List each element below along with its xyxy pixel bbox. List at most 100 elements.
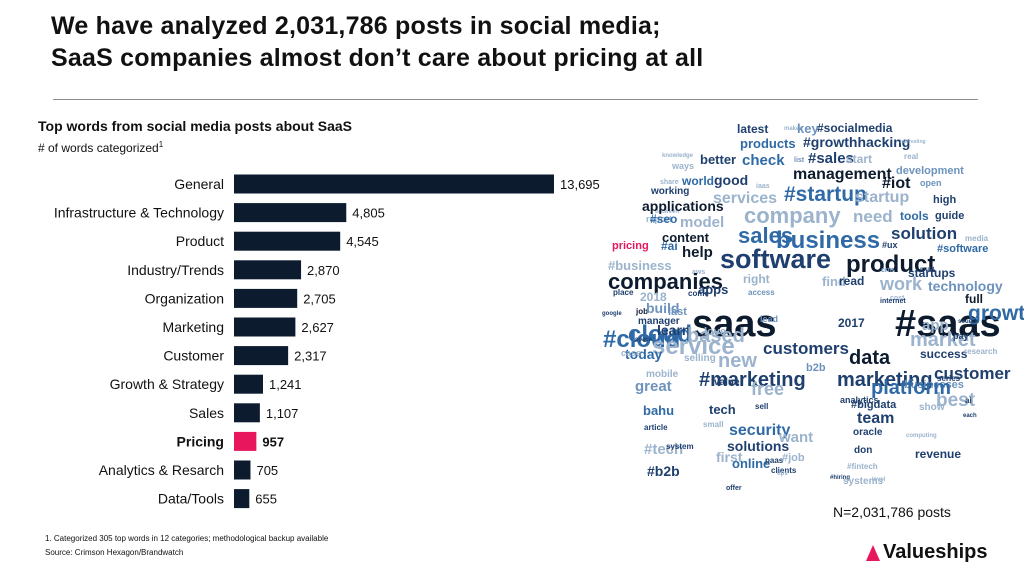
source-note: Source: Crimson Hexagon/Brandwatch: [45, 548, 184, 557]
word-cloud-word: services: [713, 190, 778, 207]
category-label: Industry/Trends: [127, 262, 224, 278]
value-label: 4,805: [352, 206, 385, 221]
word-cloud-word: #cloud: [603, 326, 681, 353]
word-cloud-word: real: [904, 152, 919, 161]
bar: [234, 260, 302, 280]
word-cloud-word: help: [682, 244, 713, 261]
word-cloud-word: solution: [891, 224, 958, 243]
word-cloud-word: key: [797, 121, 819, 136]
footnote: 1. Categorized 305 top words in 12 categ…: [45, 534, 329, 543]
category-label: Pricing: [177, 433, 224, 449]
bar: [234, 203, 347, 223]
word-cloud-word-pricing: pricing: [612, 240, 649, 252]
word-cloud-word: job: [636, 307, 648, 316]
word-cloud-word: #seo: [650, 212, 678, 226]
word-cloud-word: customers: [763, 339, 849, 358]
word-cloud-word: world: [682, 174, 714, 188]
word-cloud-word: #saas: [895, 303, 1001, 345]
word-cloud-word: come: [688, 289, 709, 298]
page-title: We have analyzed 2,031,786 posts in soci…: [51, 10, 703, 74]
bar: [234, 489, 250, 509]
word-cloud-word: case: [621, 348, 642, 358]
word-cloud-word: today: [625, 346, 663, 362]
word-cloud-word: #ux: [882, 240, 898, 250]
word-cloud-word: online: [732, 456, 771, 471]
valueships-logo: Valueships: [866, 541, 988, 564]
word-cloud-word: #iot: [882, 175, 911, 192]
word-cloud-word: best: [936, 390, 976, 411]
word-cloud-word: new: [718, 350, 757, 372]
word-cloud-word: ways: [672, 161, 695, 171]
word-cloud-word: don: [854, 445, 873, 456]
word-cloud-word: system: [666, 442, 694, 451]
word-cloud-word: paas: [765, 456, 784, 465]
word-cloud-word: between: [655, 209, 680, 215]
word-cloud-word: products: [740, 136, 796, 151]
word-cloud-word: must: [920, 267, 935, 273]
word-cloud-word: good: [714, 172, 749, 188]
word-cloud-word: systems: [843, 476, 884, 487]
word-cloud-word: open: [920, 178, 942, 188]
word-cloud-word: pay: [953, 331, 969, 341]
word-cloud-word: business: [776, 227, 881, 254]
word-cloud-word: #startup: [784, 183, 867, 206]
word-cloud-word: free: [751, 379, 785, 399]
unit-label-text: # of words categorized: [38, 141, 159, 155]
word-cloud-word: startup: [855, 189, 910, 206]
logo-text: Valueships: [883, 541, 988, 563]
value-label: 655: [255, 492, 277, 507]
word-cloud-word: need: [853, 207, 893, 226]
title-divider: [53, 99, 978, 100]
bar: [234, 174, 554, 194]
title-line-2: SaaS companies almost don’t care about p…: [51, 44, 704, 72]
word-cloud-word: great: [635, 378, 672, 395]
word-cloud-word: solutions: [727, 438, 790, 454]
word-cloud-word: #software: [937, 243, 989, 255]
category-label: Customer: [163, 348, 224, 364]
word-cloud-word: companies: [608, 269, 723, 294]
footnote-marker: 1: [158, 140, 164, 149]
word-cloud-word: space: [635, 337, 653, 343]
value-label: 1,107: [266, 406, 299, 421]
word-cloud-word: aws: [692, 269, 706, 276]
word-cloud-word: platform: [871, 377, 951, 399]
word-cloud-word: media: [965, 234, 989, 243]
word-cloud-word: research: [964, 347, 998, 356]
word-cloud-word: product: [846, 251, 936, 278]
word-cloud-word: latest: [737, 122, 769, 136]
word-cloud-word: start: [846, 152, 873, 166]
unit-label: # of words categorized1: [38, 140, 163, 155]
word-cloud-word: #business: [608, 258, 672, 273]
word-cloud-word: security: [729, 422, 791, 439]
word-cloud-word: success: [920, 347, 968, 361]
word-cloud-word: want: [779, 429, 814, 446]
chart-title: Top words from social media posts about …: [38, 118, 353, 134]
category-label: Organization: [145, 290, 224, 306]
word-cloud-word: share: [660, 179, 679, 186]
word-cloud-word: #bigdata: [851, 399, 897, 411]
word-cloud-word: #tech: [644, 441, 684, 458]
word-cloud-word: level: [872, 477, 886, 483]
word-cloud-word: work: [880, 274, 923, 294]
word-cloud-word: find: [822, 274, 846, 289]
category-label: Growth & Strategy: [110, 376, 224, 392]
word-cloud-word: management: [793, 166, 892, 183]
sample-size-label: N=2,031,786 posts: [833, 504, 951, 520]
word-cloud-word: #job: [782, 452, 805, 464]
value-label: 4,545: [346, 234, 379, 249]
bar: [234, 460, 251, 480]
bar-chart: General 13,695 Infrastructure & Technology…: [54, 174, 600, 509]
word-cloud-word: company: [744, 203, 841, 228]
word-cloud-word: selling: [684, 353, 716, 364]
category-label: General: [174, 176, 224, 192]
word-cloud-word: sales: [738, 223, 794, 248]
bar: [234, 346, 289, 366]
word-cloud-word: customer: [934, 364, 1011, 383]
word-cloud-word: full: [965, 292, 983, 306]
word-cloud-word: startups: [908, 266, 956, 280]
word-cloud-word: manager: [638, 316, 680, 327]
word-cloud-word: applications: [642, 198, 724, 214]
category-label: Analytics & Resarch: [99, 462, 224, 478]
word-cloud-word: saas: [692, 303, 777, 345]
word-cloud-word: source: [958, 319, 978, 325]
